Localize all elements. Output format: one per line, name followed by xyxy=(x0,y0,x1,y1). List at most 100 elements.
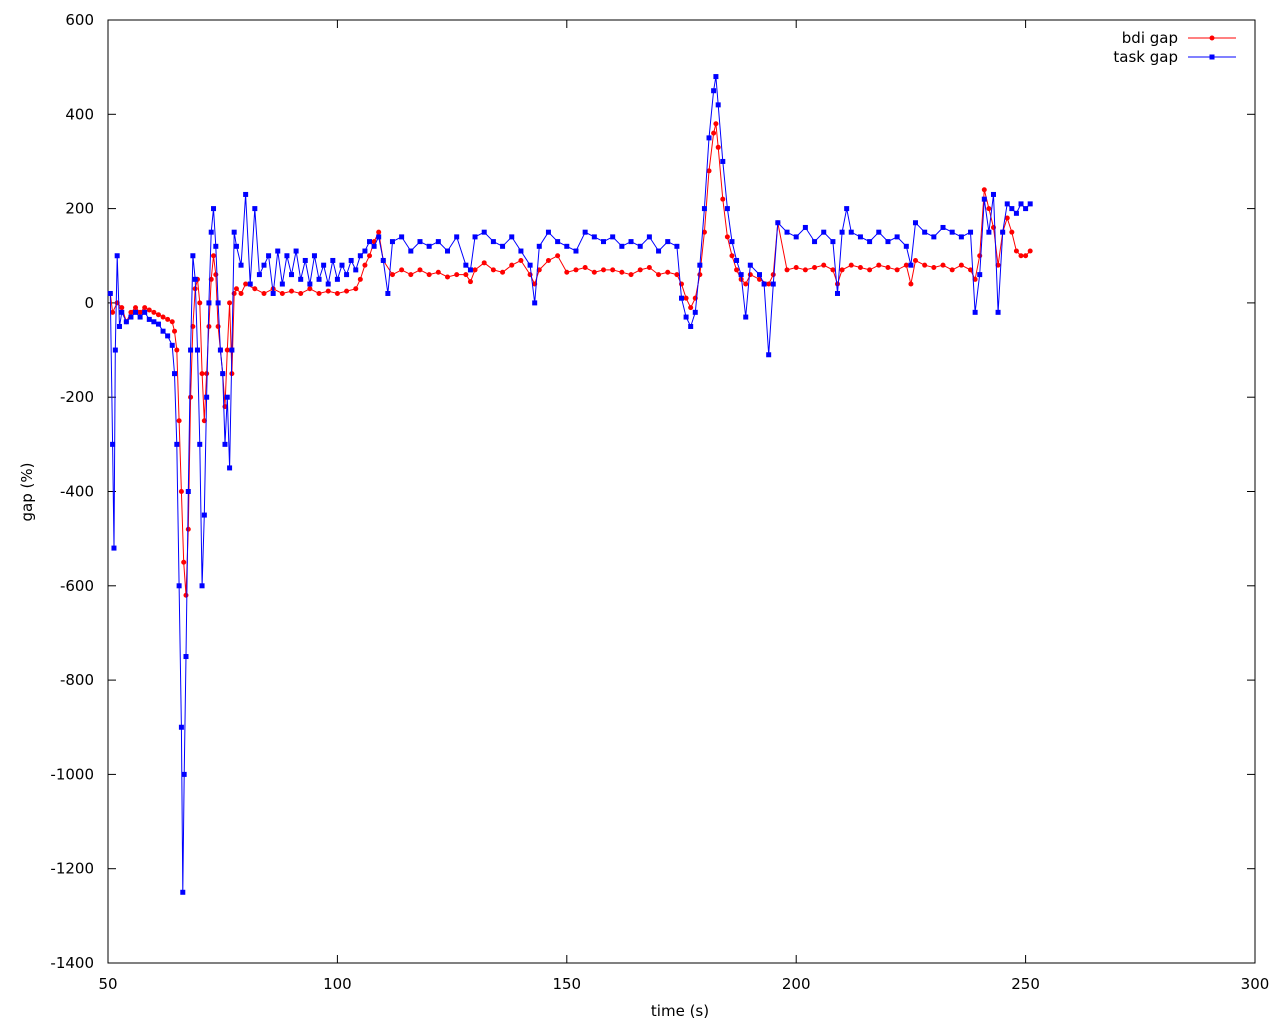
data-point xyxy=(968,267,974,273)
data-point xyxy=(637,267,643,273)
data-point xyxy=(217,347,223,353)
data-point xyxy=(784,267,790,273)
data-point xyxy=(213,243,219,249)
data-point xyxy=(367,253,373,259)
data-point xyxy=(761,281,767,287)
y-tick-label: -1400 xyxy=(50,954,94,972)
data-point xyxy=(977,253,983,259)
data-point xyxy=(107,290,113,296)
data-point xyxy=(376,229,382,235)
data-point xyxy=(367,239,373,245)
data-point xyxy=(527,262,533,268)
data-point xyxy=(848,262,854,268)
data-point xyxy=(958,234,964,240)
data-point xyxy=(720,158,726,164)
data-point xyxy=(940,262,946,268)
data-point xyxy=(116,323,122,329)
data-point xyxy=(564,269,570,275)
data-point xyxy=(972,276,978,282)
data-point xyxy=(176,418,182,424)
data-point xyxy=(903,243,909,249)
data-point xyxy=(793,265,799,271)
data-point xyxy=(509,234,515,240)
series-layer xyxy=(107,74,1033,895)
data-point xyxy=(261,290,267,296)
data-point xyxy=(922,262,928,268)
data-point xyxy=(197,300,203,306)
data-point xyxy=(307,281,313,287)
data-point xyxy=(972,309,978,315)
data-point xyxy=(912,257,918,263)
data-point xyxy=(208,229,214,235)
data-point xyxy=(665,239,671,245)
y-tick-label: 0 xyxy=(84,294,94,312)
data-point xyxy=(454,234,460,240)
data-point xyxy=(692,309,698,315)
data-point xyxy=(190,253,196,259)
data-point xyxy=(247,281,253,287)
y-axis-ticks: -1400 -1200 -1000 -800 -600 -400 -200 0 200 400 60… xyxy=(50,11,1255,972)
data-point xyxy=(949,267,955,273)
data-point xyxy=(894,234,900,240)
data-point xyxy=(160,314,166,320)
data-point xyxy=(185,526,191,532)
data-point xyxy=(181,771,187,777)
legend-swatch-marker xyxy=(1209,35,1215,41)
data-point xyxy=(298,290,304,296)
data-point xyxy=(174,441,180,447)
data-point xyxy=(834,281,840,287)
x-axis-ticks: 50 100 150 200 250 300 xyxy=(98,20,1269,993)
data-point xyxy=(454,272,460,278)
data-point xyxy=(784,229,790,235)
data-point xyxy=(912,220,918,226)
y-tick-label: 400 xyxy=(65,105,94,123)
data-point xyxy=(133,309,139,315)
data-point xyxy=(174,347,180,353)
data-point xyxy=(197,441,203,447)
data-point xyxy=(876,229,882,235)
data-point xyxy=(201,418,207,424)
data-point xyxy=(408,272,414,278)
data-point xyxy=(724,234,730,240)
data-point xyxy=(227,300,233,306)
data-point xyxy=(706,135,712,141)
data-point xyxy=(389,272,395,278)
data-point xyxy=(894,267,900,273)
data-point xyxy=(293,248,299,254)
data-point xyxy=(334,276,340,282)
data-point xyxy=(114,253,120,259)
data-point xyxy=(500,243,506,249)
data-point xyxy=(995,262,1001,268)
data-point xyxy=(688,323,694,329)
data-point xyxy=(646,265,652,271)
data-point xyxy=(766,352,772,358)
data-point xyxy=(743,281,749,287)
data-point xyxy=(151,309,157,315)
data-point xyxy=(683,314,689,320)
data-point xyxy=(270,286,276,292)
data-point xyxy=(747,272,753,278)
plot-border xyxy=(107,19,1256,964)
data-point xyxy=(1023,253,1029,259)
data-point xyxy=(986,229,992,235)
data-point xyxy=(931,234,937,240)
data-point xyxy=(697,262,703,268)
data-point xyxy=(215,300,221,306)
data-point xyxy=(110,441,116,447)
data-point xyxy=(839,267,845,273)
data-point xyxy=(123,319,129,325)
data-point xyxy=(180,889,186,895)
data-point xyxy=(724,206,730,212)
data-point xyxy=(857,265,863,271)
data-point xyxy=(1018,201,1024,207)
data-point xyxy=(128,314,134,320)
data-point xyxy=(573,267,579,273)
data-point xyxy=(591,234,597,240)
data-point xyxy=(555,253,561,259)
x-axis-label: time (s) xyxy=(651,1002,709,1020)
data-point xyxy=(1013,248,1019,254)
data-point xyxy=(834,290,840,296)
data-point xyxy=(1013,210,1019,216)
data-point xyxy=(981,196,987,202)
data-point xyxy=(211,253,217,259)
